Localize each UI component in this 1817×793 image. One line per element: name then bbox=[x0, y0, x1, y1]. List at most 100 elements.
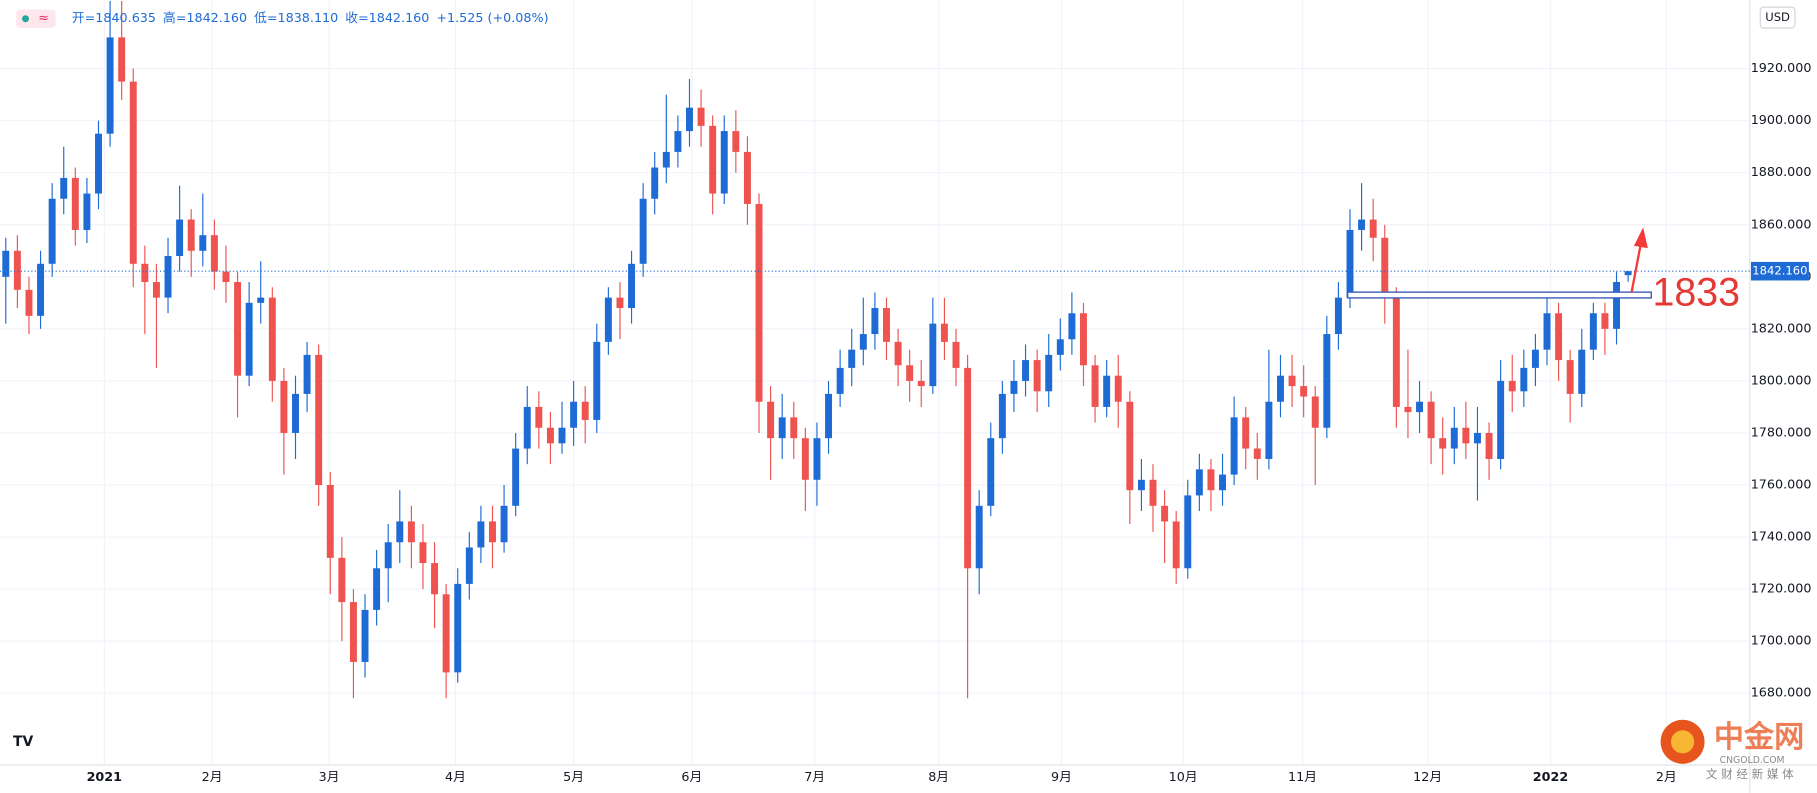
candle-body bbox=[199, 235, 207, 251]
candle-body bbox=[883, 308, 890, 342]
ohlc-value: +1.525 (+0.08%) bbox=[436, 11, 548, 26]
y-tick-label: 1720.000 bbox=[1751, 582, 1812, 597]
x-tick-label: 4月 bbox=[445, 770, 466, 785]
candle-body bbox=[1358, 219, 1366, 230]
candle-body bbox=[1172, 521, 1180, 569]
x-tick-label: 10月 bbox=[1169, 770, 1198, 785]
candle-body bbox=[581, 401, 589, 420]
candle-body bbox=[1022, 360, 1030, 381]
candle-body bbox=[454, 583, 462, 673]
candle-body bbox=[1149, 479, 1157, 506]
candle-body bbox=[2, 250, 10, 277]
candles bbox=[2, 0, 1632, 699]
last-price-label: 1842.160 bbox=[1752, 264, 1807, 278]
currency-button[interactable] bbox=[1759, 6, 1796, 29]
candle-body bbox=[489, 521, 496, 543]
candle-body bbox=[1276, 375, 1284, 402]
candle-body bbox=[1103, 375, 1111, 407]
status-icon: ≈ bbox=[38, 11, 49, 26]
x-tick-label: 7月 bbox=[804, 770, 825, 785]
candle-body bbox=[442, 594, 450, 673]
annotation-arrowhead bbox=[1633, 227, 1648, 249]
candle-body bbox=[465, 547, 473, 584]
candle-body bbox=[546, 427, 554, 444]
candle-body bbox=[1613, 282, 1621, 329]
candle-body bbox=[1323, 334, 1331, 428]
candle-body bbox=[720, 131, 728, 194]
ohlc-value: 高=1842.160 bbox=[163, 10, 247, 26]
x-tick-label: 9月 bbox=[1051, 770, 1072, 785]
candle-body bbox=[1033, 360, 1041, 392]
candle-body bbox=[813, 438, 821, 480]
candle-body bbox=[83, 193, 91, 230]
candle-body bbox=[431, 563, 439, 595]
candle-body bbox=[593, 341, 601, 420]
candle-body bbox=[384, 542, 392, 569]
candle-body bbox=[419, 542, 427, 564]
y-tick-label: 1780.000 bbox=[1751, 425, 1812, 440]
candle-body bbox=[1601, 313, 1609, 329]
candle-body bbox=[512, 448, 520, 506]
candle-body bbox=[95, 133, 102, 194]
annotation-zone bbox=[1346, 291, 1652, 299]
candle-body bbox=[1045, 354, 1053, 392]
candle-body bbox=[500, 505, 508, 543]
candle-body bbox=[1416, 401, 1424, 413]
candle-body bbox=[732, 131, 740, 152]
candle-body bbox=[987, 438, 995, 506]
candle-body bbox=[848, 349, 856, 368]
currency[interactable]: USD bbox=[1765, 10, 1790, 24]
candle-body bbox=[697, 107, 705, 126]
candle-body bbox=[604, 297, 612, 342]
candle-body bbox=[1230, 417, 1238, 475]
candle-body bbox=[13, 250, 21, 290]
candle-body bbox=[1462, 427, 1470, 444]
candle-body bbox=[361, 609, 369, 662]
y-tick-label: 1820.000 bbox=[1751, 321, 1812, 336]
candle-body bbox=[338, 557, 346, 603]
candle-body bbox=[651, 167, 659, 199]
candle-body bbox=[25, 289, 33, 316]
logo: TV bbox=[13, 734, 33, 750]
candle-body bbox=[1242, 417, 1250, 449]
candle-body bbox=[570, 401, 578, 428]
candle-body bbox=[1624, 271, 1632, 276]
x-tick-label: 12月 bbox=[1413, 770, 1442, 785]
status-dot bbox=[22, 15, 29, 23]
candle-body bbox=[964, 367, 972, 569]
y-tick-label: 1680.000 bbox=[1751, 686, 1812, 701]
candle-body bbox=[1253, 448, 1261, 459]
candle-body bbox=[373, 568, 381, 610]
status-badge bbox=[16, 9, 56, 29]
candle-body bbox=[37, 263, 45, 316]
annotation-arrow bbox=[1630, 243, 1643, 293]
watermark-slogan: 文 财 经 新 媒 体 bbox=[1706, 767, 1794, 781]
candle-body bbox=[210, 235, 218, 272]
ohlc-legend: 开=1840.635 高=1842.160 低=1838.110 收=1842.160… bbox=[72, 10, 549, 26]
candle-body bbox=[268, 297, 276, 381]
candle-body bbox=[1404, 406, 1412, 413]
candle-body bbox=[662, 151, 670, 168]
candle-body bbox=[1381, 237, 1389, 298]
candle-body bbox=[674, 131, 682, 152]
y-tick-label: 1760.000 bbox=[1751, 477, 1812, 492]
candle-body bbox=[1056, 339, 1064, 355]
candle-body bbox=[778, 417, 786, 439]
annotation-label: 1833 bbox=[1652, 270, 1740, 314]
candle-body bbox=[1589, 313, 1597, 350]
candle-body bbox=[1555, 313, 1563, 361]
candle-body bbox=[767, 401, 775, 439]
candle-body bbox=[1485, 432, 1493, 459]
candle-body bbox=[952, 341, 960, 368]
candle-body bbox=[1578, 349, 1586, 394]
candle-body bbox=[303, 354, 311, 394]
candle-body bbox=[558, 427, 566, 444]
candle-body bbox=[407, 521, 415, 543]
candle-body bbox=[1161, 505, 1169, 522]
ohlc-value: 开=1840.635 bbox=[72, 11, 156, 26]
candle-body bbox=[164, 255, 172, 298]
candle-body bbox=[1439, 438, 1447, 449]
candle-body bbox=[535, 406, 543, 428]
candle-body bbox=[1543, 313, 1551, 350]
